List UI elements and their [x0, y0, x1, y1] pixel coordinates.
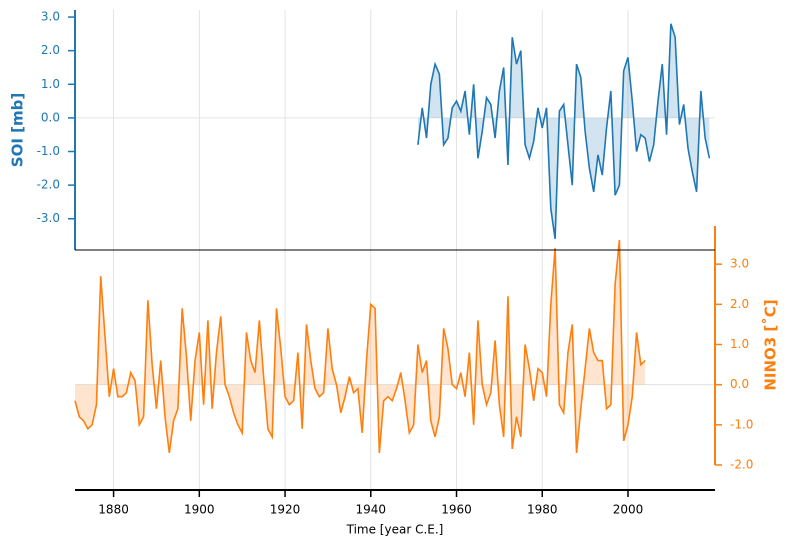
x-tick-label: 1920 — [270, 503, 301, 517]
y2-axis-label: NINO3 [˚C] — [762, 299, 780, 390]
y-tick-label: -2.0 — [37, 178, 60, 192]
y-tick-label: 1.0 — [41, 77, 60, 91]
line — [74, 239, 646, 454]
y-tick-label: 0.0 — [41, 110, 60, 124]
y-tick-label: 3.0 — [730, 257, 749, 271]
y-tick-label: 1.0 — [730, 337, 749, 351]
x-tick-label: 1880 — [98, 503, 129, 517]
y-tick-label: -3.0 — [37, 211, 60, 225]
x-tick-label: 1960 — [441, 503, 472, 517]
y-tick-label: -1.0 — [730, 417, 753, 431]
x-tick-label: 1980 — [527, 503, 558, 517]
x-tick-label: 2000 — [613, 503, 644, 517]
y-tick-label: 3.0 — [41, 10, 60, 24]
y-tick-label: 2.0 — [41, 43, 60, 57]
y-axis-label: SOI [mb] — [9, 93, 27, 167]
y-tick-label: -2.0 — [730, 458, 753, 472]
area — [75, 240, 646, 453]
y-tick-label: 0.0 — [730, 377, 749, 391]
line — [417, 23, 711, 240]
x-axis-label: Time [year C.E.] — [346, 523, 444, 537]
x-tick-label: 1940 — [356, 503, 387, 517]
x-tick-label: 1900 — [184, 503, 215, 517]
area — [417, 23, 710, 239]
y-tick-label: -1.0 — [37, 144, 60, 158]
y-tick-label: 2.0 — [730, 297, 749, 311]
